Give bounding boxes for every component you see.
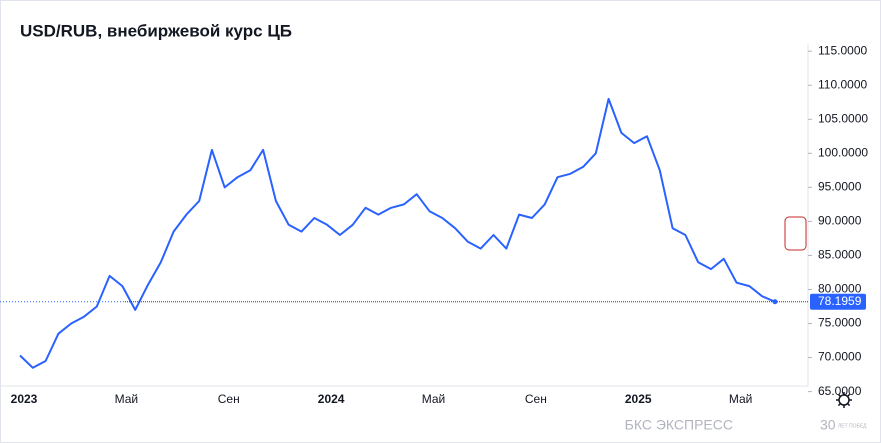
- x-tick-label: Сен: [525, 392, 547, 406]
- marker-box: [784, 216, 807, 251]
- x-tick-label: Май: [115, 392, 139, 406]
- price-line: [19, 97, 776, 369]
- chart-title: USD/RUB, внебиржевой курс ЦБ: [20, 21, 292, 40]
- y-tick-label: 90.0000: [818, 214, 862, 228]
- x-tick-label: 2023: [11, 392, 38, 406]
- gear-teeth[interactable]: [836, 392, 852, 408]
- last-point: [772, 299, 778, 305]
- last-value-badge: [810, 293, 866, 310]
- last-value-label: 78.1959: [818, 294, 862, 308]
- settings-icon[interactable]: [836, 392, 852, 408]
- y-tick-label: 75.0000: [818, 316, 862, 330]
- x-tick-label: Май: [729, 392, 753, 406]
- y-tick-label: 105.0000: [818, 111, 868, 125]
- x-tick-label: Сен: [218, 392, 240, 406]
- y-tick-label: 95.0000: [818, 180, 862, 194]
- y-tick-label: 100.0000: [818, 145, 868, 159]
- x-tick-label: Май: [422, 392, 446, 406]
- y-tick-label: 115.0000: [818, 43, 867, 57]
- x-tick-label: 2024: [318, 392, 345, 406]
- brand-name: БКС ЭКСПРЕСС: [625, 417, 733, 433]
- y-tick-label: 65.0000: [818, 384, 862, 398]
- y-tick-label: 80.0000: [818, 282, 862, 296]
- y-tick-label: 110.0000: [818, 77, 867, 91]
- brand-badge: 30: [820, 417, 836, 433]
- x-tick-label: 2025: [625, 392, 652, 406]
- brand-badge-text: ЛЕТ ПОБЕД: [838, 423, 867, 429]
- y-tick-label: 70.0000: [818, 350, 862, 364]
- y-tick-label: 85.0000: [818, 248, 862, 262]
